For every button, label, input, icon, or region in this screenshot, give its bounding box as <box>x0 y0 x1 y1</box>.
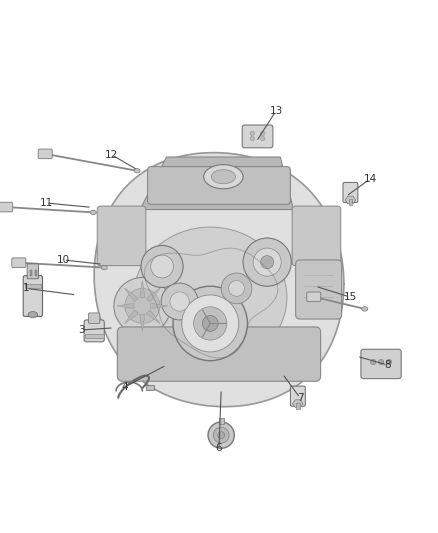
Circle shape <box>250 136 254 141</box>
Bar <box>362 359 367 368</box>
Text: 13: 13 <box>269 106 283 116</box>
FancyBboxPatch shape <box>117 327 321 381</box>
Ellipse shape <box>211 169 236 184</box>
Bar <box>85 334 104 338</box>
FancyBboxPatch shape <box>12 258 26 268</box>
Circle shape <box>141 246 183 287</box>
Circle shape <box>261 255 274 269</box>
Bar <box>219 418 224 424</box>
Circle shape <box>378 359 384 365</box>
Circle shape <box>202 316 218 332</box>
Circle shape <box>371 359 376 365</box>
Polygon shape <box>140 314 145 332</box>
FancyBboxPatch shape <box>97 206 146 265</box>
Circle shape <box>182 295 239 352</box>
Circle shape <box>208 422 234 448</box>
Text: 12: 12 <box>105 150 118 160</box>
FancyBboxPatch shape <box>38 149 52 159</box>
Circle shape <box>243 238 291 286</box>
Ellipse shape <box>134 168 140 173</box>
FancyBboxPatch shape <box>148 167 290 204</box>
Text: 3: 3 <box>78 325 85 335</box>
Circle shape <box>253 248 281 276</box>
Text: 6: 6 <box>215 443 223 453</box>
Text: 8: 8 <box>384 360 391 370</box>
Circle shape <box>261 136 265 141</box>
Bar <box>30 270 32 276</box>
Circle shape <box>250 131 254 135</box>
Polygon shape <box>140 157 293 209</box>
FancyBboxPatch shape <box>27 264 39 279</box>
FancyBboxPatch shape <box>292 206 341 265</box>
Circle shape <box>173 286 247 361</box>
Text: 10: 10 <box>57 255 70 265</box>
Text: 15: 15 <box>344 292 357 302</box>
Circle shape <box>194 307 227 340</box>
Ellipse shape <box>362 306 368 311</box>
Polygon shape <box>94 152 344 407</box>
Ellipse shape <box>134 227 287 367</box>
Polygon shape <box>117 303 134 309</box>
Polygon shape <box>140 280 145 297</box>
Text: 4: 4 <box>121 382 128 392</box>
FancyBboxPatch shape <box>84 320 104 342</box>
Circle shape <box>125 288 160 324</box>
FancyBboxPatch shape <box>343 182 358 203</box>
Circle shape <box>261 131 265 135</box>
Text: 7: 7 <box>297 393 304 403</box>
Bar <box>35 270 37 276</box>
Ellipse shape <box>90 210 96 215</box>
Polygon shape <box>151 303 168 309</box>
Polygon shape <box>124 288 138 302</box>
Circle shape <box>170 292 189 311</box>
Ellipse shape <box>101 265 107 270</box>
Circle shape <box>151 255 173 278</box>
FancyBboxPatch shape <box>88 313 100 324</box>
FancyBboxPatch shape <box>242 125 273 148</box>
FancyBboxPatch shape <box>307 292 321 302</box>
Polygon shape <box>146 310 160 324</box>
Polygon shape <box>124 310 138 324</box>
Bar <box>349 199 352 205</box>
Circle shape <box>229 280 244 296</box>
Polygon shape <box>146 288 160 302</box>
FancyBboxPatch shape <box>23 276 42 317</box>
Circle shape <box>161 283 198 320</box>
Text: 11: 11 <box>39 198 53 208</box>
Text: 1: 1 <box>23 284 30 293</box>
FancyBboxPatch shape <box>361 349 401 378</box>
Polygon shape <box>345 196 356 204</box>
FancyBboxPatch shape <box>0 202 13 212</box>
Bar <box>395 359 400 368</box>
Circle shape <box>218 432 225 439</box>
FancyBboxPatch shape <box>290 386 305 406</box>
Circle shape <box>114 278 171 334</box>
Polygon shape <box>293 400 303 407</box>
FancyBboxPatch shape <box>296 260 342 319</box>
Ellipse shape <box>204 165 243 189</box>
Text: 14: 14 <box>364 174 377 184</box>
Circle shape <box>386 359 392 365</box>
Circle shape <box>221 273 252 304</box>
Bar <box>25 284 41 288</box>
Bar <box>146 385 154 390</box>
Ellipse shape <box>28 312 38 318</box>
Circle shape <box>213 427 229 443</box>
Bar <box>296 403 300 409</box>
